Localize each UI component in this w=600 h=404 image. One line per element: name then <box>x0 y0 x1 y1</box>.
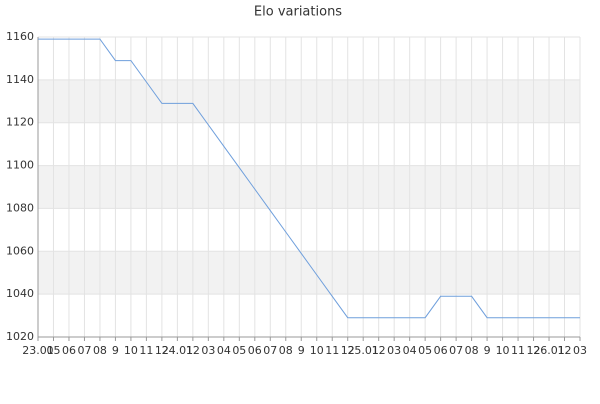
x-tick-label: 03 <box>573 344 587 357</box>
y-tick-label: 1120 <box>6 116 34 129</box>
x-tick-label: 11 <box>511 344 525 357</box>
x-tick-label: 05 <box>46 344 60 357</box>
x-tick-label: 04 <box>403 344 417 357</box>
x-tick-label: 9 <box>112 344 119 357</box>
y-tick-label: 1160 <box>6 30 34 43</box>
x-tick-label: 24.01 <box>162 344 194 357</box>
x-tick-label: 25.01 <box>347 344 379 357</box>
x-tick-label: 03 <box>201 344 215 357</box>
y-tick-label: 1080 <box>6 201 34 214</box>
x-tick-label: 04 <box>217 344 231 357</box>
x-tick-label: 07 <box>77 344 91 357</box>
x-tick-label: 08 <box>279 344 293 357</box>
y-tick-label: 1100 <box>6 159 34 172</box>
x-tick-label: 10 <box>496 344 510 357</box>
x-tick-label: 11 <box>139 344 153 357</box>
line <box>38 38 580 319</box>
x-tick-label: 23.01 <box>22 344 54 357</box>
x-tick-label: 12 <box>372 344 386 357</box>
y-tick-label: 1060 <box>6 244 34 257</box>
grid-band <box>38 79 580 123</box>
x-tick-label: 07 <box>449 344 463 357</box>
x-tick-label: 06 <box>248 344 262 357</box>
grid-band <box>38 165 580 209</box>
x-tick-label: 08 <box>93 344 107 357</box>
y-tick-label: 1140 <box>6 73 34 86</box>
x-tick-label: 05 <box>418 344 432 357</box>
y-tick-label: 1040 <box>6 287 34 300</box>
x-tick-label: 12 <box>186 344 200 357</box>
x-tick-label: 9 <box>484 344 491 357</box>
x-tick-label: 10 <box>310 344 324 357</box>
x-tick-label: 10 <box>124 344 138 357</box>
x-tick-label: 12 <box>341 344 355 357</box>
y-tick-label: 1020 <box>6 330 34 343</box>
x-tick-label: 06 <box>434 344 448 357</box>
x-tick-label: 03 <box>387 344 401 357</box>
grid-band <box>38 251 580 295</box>
x-tick-label: 05 <box>232 344 246 357</box>
chart-title: Elo variations <box>254 5 342 20</box>
x-tick-label: 12 <box>155 344 169 357</box>
x-tick-label: 06 <box>62 344 76 357</box>
x-tick-label: 26.01 <box>533 344 565 357</box>
x-tick-label: 12 <box>527 344 541 357</box>
x-tick-label: 9 <box>298 344 305 357</box>
x-tick-label: 07 <box>263 344 277 357</box>
x-tick-label: 12 <box>558 344 572 357</box>
x-tick-label: 08 <box>465 344 479 357</box>
x-tick-label: 11 <box>325 344 339 357</box>
